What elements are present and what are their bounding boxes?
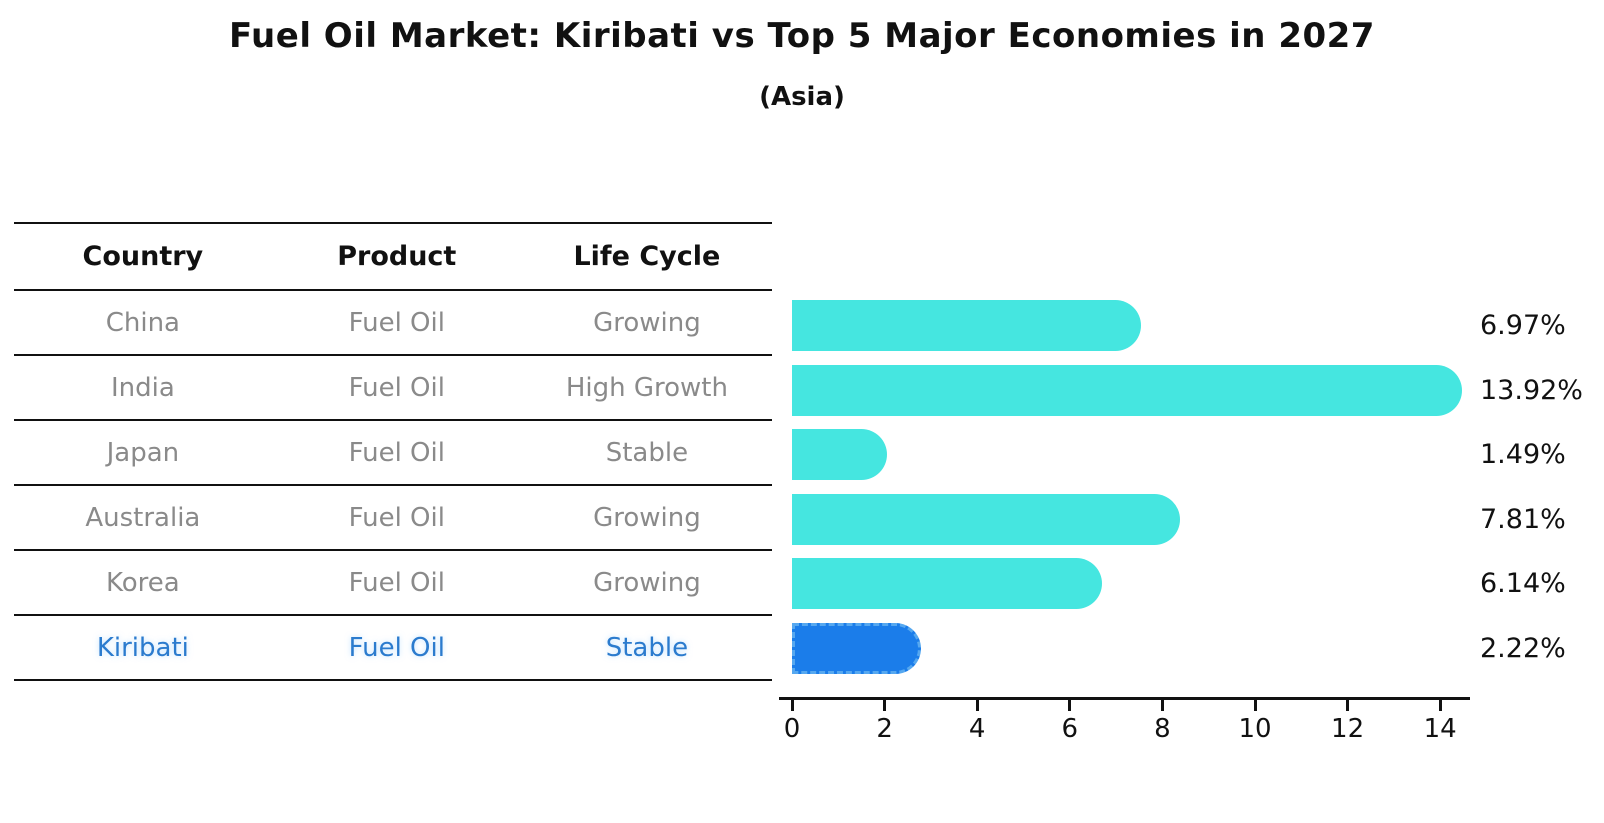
- x-axis-tick: [1346, 700, 1350, 711]
- value-label-australia: 7.81%: [1480, 503, 1566, 535]
- table-row: Korea Fuel Oil Growing: [14, 551, 772, 616]
- x-axis-tick-label: 8: [1154, 714, 1171, 744]
- table-cell-country: Japan: [106, 437, 180, 468]
- table-cell-product: Fuel Oil: [348, 567, 445, 598]
- value-label-kiribati: 2.22%: [1480, 633, 1566, 664]
- x-axis-tick-label: 2: [876, 714, 893, 744]
- table-row: China Fuel Oil Growing: [14, 291, 772, 356]
- table-cell-country: India: [110, 372, 175, 403]
- x-axis-tick: [790, 700, 794, 711]
- bar-plot: [792, 300, 1492, 680]
- table-header-life-cycle: Life Cycle: [573, 241, 721, 272]
- bar-kiribati: [792, 623, 921, 674]
- table-header-row: Country Product Life Cycle: [14, 224, 772, 291]
- x-axis-tick: [1160, 700, 1164, 711]
- x-axis-tick-label: 6: [1061, 714, 1079, 744]
- x-axis-tick-label: 14: [1423, 714, 1457, 744]
- bar-japan: [792, 429, 887, 481]
- x-axis-tick-label: 12: [1331, 714, 1365, 744]
- table-cell-life-cycle: Stable: [605, 632, 689, 663]
- table-cell-product: Fuel Oil: [348, 437, 445, 468]
- x-axis-tick: [1068, 700, 1072, 711]
- x-axis-tick: [883, 700, 887, 711]
- value-label-japan: 1.49%: [1480, 439, 1566, 471]
- table-cell-product: Fuel Oil: [348, 372, 445, 403]
- table-row: Kiribati Fuel Oil Stable: [14, 616, 772, 681]
- table-header-country: Country: [82, 241, 204, 272]
- bar-india: [792, 364, 1463, 416]
- x-axis-tick: [1438, 700, 1442, 711]
- bar-korea: [792, 558, 1103, 610]
- table-cell-country: Australia: [85, 502, 201, 533]
- chart-title: Fuel Oil Market: Kiribati vs Top 5 Major…: [229, 16, 1375, 56]
- chart-subtitle: (Asia): [759, 82, 845, 112]
- table-cell-life-cycle: High Growth: [565, 372, 728, 403]
- table-row: Australia Fuel Oil Growing: [14, 486, 772, 551]
- table-cell-product: Fuel Oil: [348, 307, 445, 338]
- x-axis-tick-label: 4: [968, 714, 986, 744]
- table-cell-country: Korea: [106, 567, 180, 598]
- value-label-china: 6.97%: [1480, 310, 1566, 341]
- table-body: China Fuel Oil Growing India Fuel Oil Hi…: [14, 291, 772, 681]
- table-cell-life-cycle: Growing: [593, 502, 701, 533]
- table-cell-product: Fuel Oil: [348, 632, 445, 663]
- table-cell-country: China: [105, 307, 180, 338]
- table-cell-product: Fuel Oil: [348, 502, 445, 533]
- table-header-product: Product: [337, 241, 457, 272]
- value-label-korea: 6.14%: [1480, 568, 1566, 600]
- x-axis-tick-label: 10: [1238, 714, 1272, 744]
- x-axis-line: [779, 697, 1470, 700]
- table-cell-country: Kiribati: [96, 632, 189, 663]
- table-cell-life-cycle: Growing: [593, 307, 701, 338]
- bar-china: [792, 300, 1141, 351]
- bar-australia: [792, 493, 1180, 545]
- x-axis-tick: [1253, 700, 1257, 711]
- value-label-india: 13.92%: [1480, 374, 1583, 406]
- country-table: Country Product Life Cycle China Fuel Oi…: [14, 222, 772, 681]
- table-row: Japan Fuel Oil Stable: [14, 421, 772, 486]
- table-cell-life-cycle: Growing: [593, 567, 701, 598]
- table-cell-life-cycle: Stable: [605, 437, 689, 468]
- table-row: India Fuel Oil High Growth: [14, 356, 772, 421]
- x-axis-tick: [975, 700, 979, 711]
- x-axis-tick-label: 0: [783, 714, 801, 744]
